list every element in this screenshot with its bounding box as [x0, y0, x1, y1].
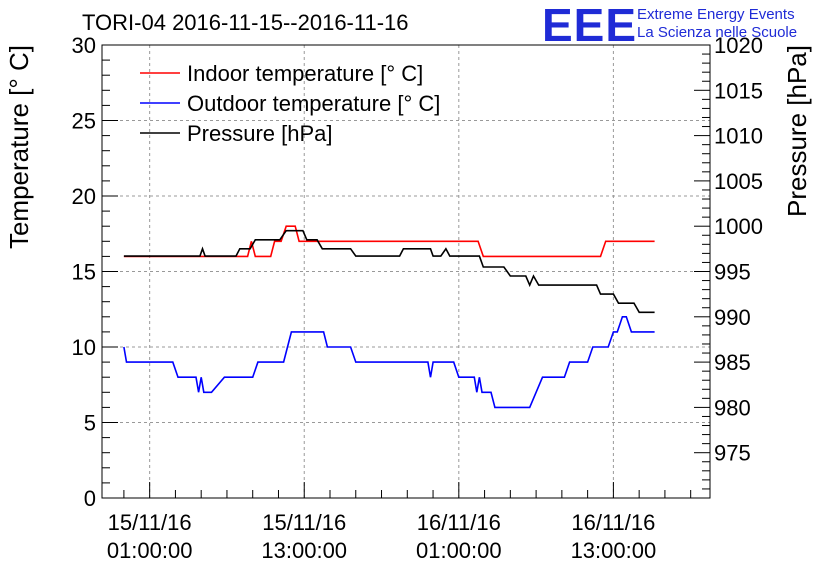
y-tick-label: 20: [72, 184, 96, 209]
series-line-1: [123, 225, 655, 258]
chart-title: TORI-04 2016-11-15--2016-11-16: [82, 10, 409, 35]
x-tick-label-time: 01:00:00: [416, 538, 502, 563]
eee-logo: EEE: [542, 0, 638, 51]
legend-label-2: Outdoor temperature [° C]: [187, 91, 440, 116]
y2-tick-label: 980: [714, 395, 751, 420]
x-tick-label-date: 15/11/16: [108, 510, 192, 535]
logo-line-1: Extreme Energy Events: [637, 6, 795, 23]
y-tick-label: 25: [72, 109, 96, 134]
y-tick-label: 15: [72, 260, 96, 285]
legend-label-1: Indoor temperature [° C]: [187, 61, 423, 86]
x-tick-label-time: 13:00:00: [261, 538, 347, 563]
x-tick-label-date: 15/11/16: [262, 510, 346, 535]
series-line-3: [123, 229, 655, 314]
y2-tick-label: 1005: [714, 169, 763, 194]
y-tick-label: 0: [84, 486, 96, 511]
series-line-2: [123, 315, 655, 409]
x-tick-label-date: 16/11/16: [417, 510, 501, 535]
y2-tick-label: 1015: [714, 78, 763, 103]
y2-tick-label: 990: [714, 305, 751, 330]
logo-line-2: La Scienza nelle Scuole: [637, 24, 798, 41]
y2-tick-label: 1000: [714, 214, 763, 239]
y-tick-label: 5: [84, 411, 96, 436]
x-tick-label-time: 13:00:00: [571, 538, 657, 563]
y2-tick-label: 985: [714, 350, 751, 375]
y2-tick-label: 975: [714, 441, 751, 466]
y2-tick-label: 995: [714, 260, 751, 285]
y-axis-title: Temperature [° C]: [4, 45, 34, 249]
y-tick-label: 10: [72, 335, 96, 360]
x-tick-label-time: 01:00:00: [107, 538, 193, 563]
y-tick-label: 30: [72, 33, 96, 58]
y2-axis-title: Pressure [hPa]: [782, 45, 812, 217]
legend-label-3: Pressure [hPa]: [187, 121, 333, 146]
x-tick-label-date: 16/11/16: [571, 510, 655, 535]
y2-tick-label: 1010: [714, 124, 763, 149]
y2-tick-label: 1020: [714, 33, 763, 58]
